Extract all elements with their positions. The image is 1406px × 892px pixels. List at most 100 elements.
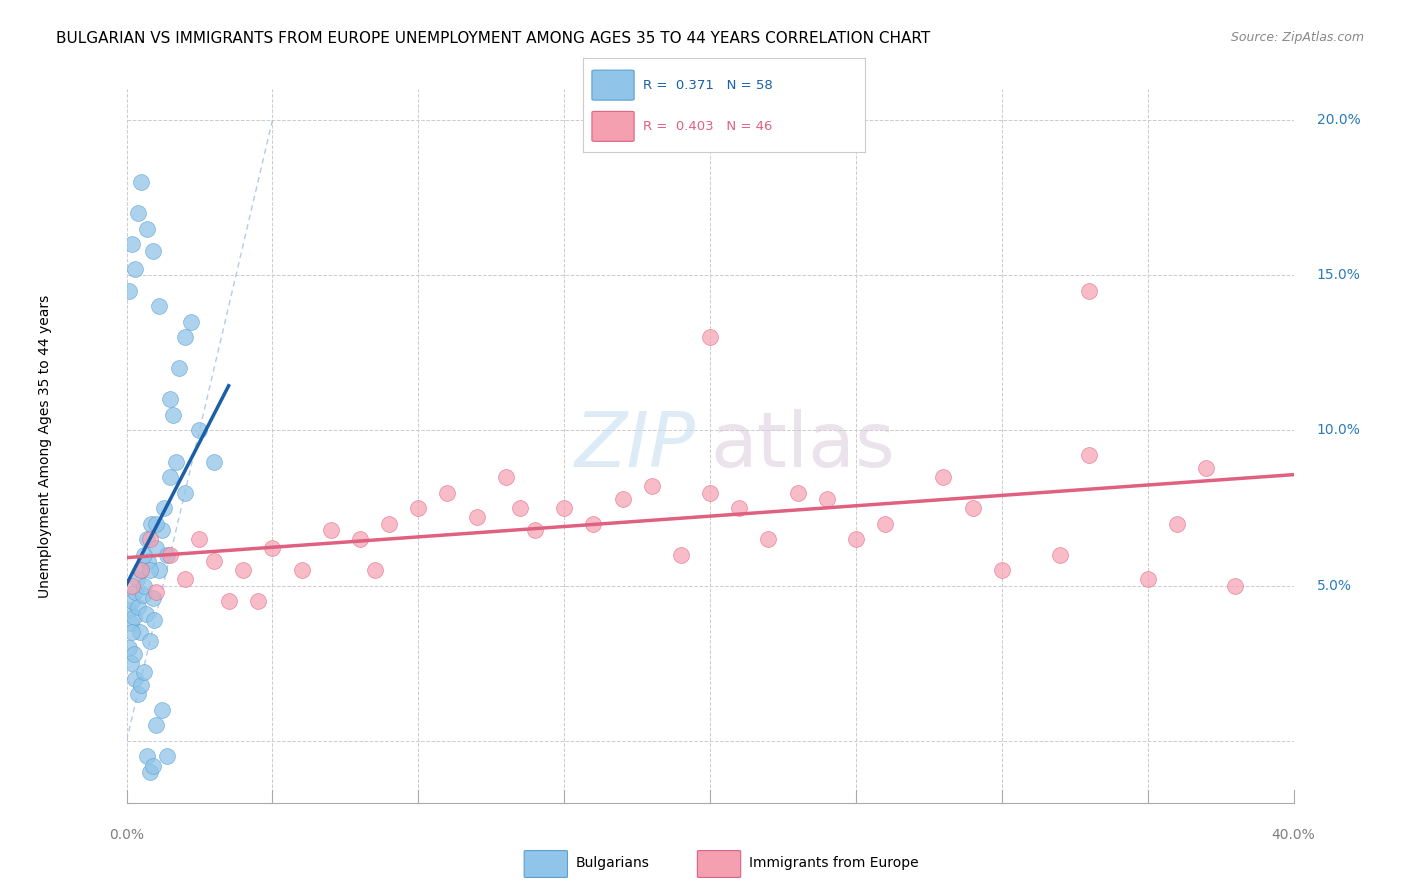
Point bbox=[121, 594, 143, 608]
Point bbox=[524, 523, 547, 537]
Text: Source: ZipAtlas.com: Source: ZipAtlas.com bbox=[1230, 31, 1364, 45]
Point bbox=[174, 485, 197, 500]
Point bbox=[121, 625, 143, 640]
Point bbox=[145, 541, 167, 556]
Point bbox=[1223, 579, 1247, 593]
FancyBboxPatch shape bbox=[697, 851, 741, 878]
Point bbox=[553, 501, 575, 516]
Point bbox=[124, 672, 146, 686]
Point bbox=[142, 591, 165, 605]
Point bbox=[139, 563, 162, 577]
Point bbox=[120, 615, 142, 630]
Point bbox=[669, 548, 692, 562]
Point bbox=[145, 584, 167, 599]
Point bbox=[125, 573, 148, 587]
Point bbox=[145, 718, 167, 732]
FancyBboxPatch shape bbox=[524, 851, 568, 878]
Point bbox=[132, 548, 155, 562]
Point bbox=[756, 532, 779, 546]
Point bbox=[143, 613, 166, 627]
Point bbox=[167, 361, 190, 376]
Text: 20.0%: 20.0% bbox=[1317, 113, 1361, 128]
FancyBboxPatch shape bbox=[592, 112, 634, 141]
Point bbox=[188, 424, 211, 438]
Point bbox=[121, 579, 143, 593]
Point bbox=[990, 563, 1012, 577]
Point bbox=[129, 563, 152, 577]
Point bbox=[174, 330, 197, 344]
Point bbox=[153, 501, 176, 516]
Text: Immigrants from Europe: Immigrants from Europe bbox=[748, 856, 918, 870]
Point bbox=[134, 607, 156, 621]
Point bbox=[131, 588, 153, 602]
Point bbox=[815, 491, 838, 506]
Point bbox=[202, 554, 225, 568]
Point bbox=[699, 330, 721, 344]
Text: ZIP: ZIP bbox=[575, 409, 696, 483]
Point bbox=[465, 510, 488, 524]
Point bbox=[128, 625, 150, 640]
Point bbox=[1166, 516, 1188, 531]
Point bbox=[139, 634, 162, 648]
Point bbox=[127, 600, 149, 615]
Point bbox=[127, 206, 149, 220]
Text: R =  0.371   N = 58: R = 0.371 N = 58 bbox=[643, 78, 772, 92]
Point bbox=[148, 299, 170, 313]
Point bbox=[582, 516, 605, 531]
Text: Unemployment Among Ages 35 to 44 years: Unemployment Among Ages 35 to 44 years bbox=[38, 294, 52, 598]
Point bbox=[136, 532, 159, 546]
Point bbox=[156, 548, 179, 562]
Point bbox=[118, 640, 141, 655]
Point bbox=[122, 647, 145, 661]
Point bbox=[218, 594, 240, 608]
Point bbox=[129, 563, 152, 577]
Point bbox=[159, 392, 181, 407]
Point bbox=[127, 687, 149, 701]
Point bbox=[1136, 573, 1159, 587]
Point bbox=[1078, 448, 1101, 462]
Point bbox=[232, 563, 254, 577]
Point bbox=[122, 609, 145, 624]
Point bbox=[159, 470, 181, 484]
Text: 0.0%: 0.0% bbox=[110, 828, 143, 842]
Text: R =  0.403   N = 46: R = 0.403 N = 46 bbox=[643, 120, 772, 133]
Point bbox=[139, 764, 162, 779]
Point bbox=[875, 516, 897, 531]
Point bbox=[138, 554, 160, 568]
Point bbox=[174, 573, 197, 587]
Point bbox=[165, 454, 187, 468]
Point bbox=[962, 501, 984, 516]
Point bbox=[118, 603, 141, 617]
Text: 15.0%: 15.0% bbox=[1317, 268, 1361, 283]
Point bbox=[180, 315, 202, 329]
Point bbox=[141, 516, 163, 531]
Point bbox=[349, 532, 371, 546]
Point bbox=[145, 516, 167, 531]
Point bbox=[262, 541, 284, 556]
Point bbox=[612, 491, 634, 506]
Point bbox=[142, 244, 165, 258]
Point bbox=[363, 563, 385, 577]
Text: 40.0%: 40.0% bbox=[1271, 828, 1316, 842]
Point bbox=[129, 678, 152, 692]
Point bbox=[142, 758, 165, 772]
Point bbox=[139, 532, 162, 546]
Point bbox=[118, 284, 141, 298]
Point bbox=[509, 501, 531, 516]
Point bbox=[1195, 460, 1218, 475]
Text: atlas: atlas bbox=[710, 409, 894, 483]
Point bbox=[932, 470, 955, 484]
Point bbox=[290, 563, 312, 577]
Point bbox=[378, 516, 401, 531]
Point bbox=[202, 454, 225, 468]
Point bbox=[148, 563, 170, 577]
Text: BULGARIAN VS IMMIGRANTS FROM EUROPE UNEMPLOYMENT AMONG AGES 35 TO 44 YEARS CORRE: BULGARIAN VS IMMIGRANTS FROM EUROPE UNEM… bbox=[56, 31, 931, 46]
Point bbox=[162, 408, 184, 422]
Point bbox=[246, 594, 269, 608]
Point bbox=[120, 656, 142, 670]
Point bbox=[150, 523, 173, 537]
Point bbox=[786, 485, 808, 500]
Point bbox=[124, 262, 146, 277]
Text: Bulgarians: Bulgarians bbox=[575, 856, 650, 870]
Point bbox=[132, 665, 155, 680]
